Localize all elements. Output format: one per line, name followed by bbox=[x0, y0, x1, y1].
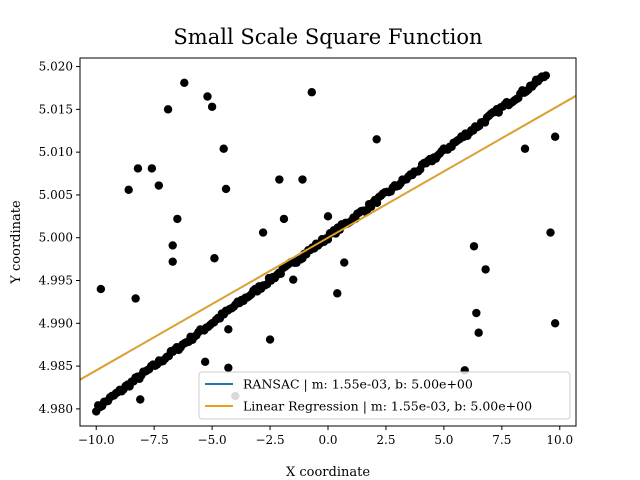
outlier-point bbox=[200, 357, 210, 367]
outlier-point bbox=[219, 144, 228, 153]
points-layer bbox=[92, 71, 560, 416]
y-tick-label: 5.005 bbox=[39, 188, 73, 202]
outlier-point bbox=[168, 257, 177, 266]
outlier-point bbox=[323, 212, 333, 221]
x-tick-label: −2.5 bbox=[255, 433, 284, 447]
outlier-point bbox=[136, 395, 145, 404]
y-axis: 4.980 4.985 4.990 4.995 5.000 5.005 5.010 5.015… bbox=[39, 60, 80, 416]
outlier-point bbox=[168, 241, 177, 250]
legend: RANSAC | m: 1.55e-03, b: 5.00e+00 Linear… bbox=[198, 371, 571, 420]
linear-regression-line bbox=[80, 94, 576, 381]
legend-label-linear-regression: Linear Regression | m: 1.55e-03, b: 5.00… bbox=[243, 399, 532, 414]
outlier-point bbox=[372, 135, 381, 144]
data-point bbox=[541, 71, 551, 80]
outlier-point bbox=[163, 105, 173, 114]
outlier-point bbox=[550, 319, 560, 328]
x-tick-label: −7.5 bbox=[140, 433, 169, 447]
legend-box bbox=[198, 371, 571, 420]
y-tick-label: 4.990 bbox=[39, 316, 73, 330]
y-tick-label: 5.015 bbox=[39, 102, 73, 116]
x-tick-label: −10.0 bbox=[78, 433, 115, 447]
y-tick-label: 4.980 bbox=[39, 402, 73, 416]
x-tick-label: 0.0 bbox=[318, 433, 337, 447]
outlier-point bbox=[154, 181, 163, 190]
outlier-point bbox=[265, 335, 275, 344]
outlier-point bbox=[131, 294, 140, 303]
outlier-point bbox=[279, 214, 289, 224]
outlier-point bbox=[298, 175, 307, 184]
outlier-point bbox=[147, 164, 157, 173]
outlier-point bbox=[133, 164, 143, 173]
outlier-point bbox=[469, 242, 479, 251]
outlier-point bbox=[520, 144, 530, 153]
y-tick-label: 5.010 bbox=[39, 145, 73, 159]
y-axis-label: Y coordinate bbox=[9, 200, 24, 285]
outlier-point bbox=[224, 325, 233, 334]
outlier-point bbox=[203, 92, 212, 101]
x-tick-label: −5.0 bbox=[198, 433, 227, 447]
y-tick-label: 4.995 bbox=[39, 274, 73, 288]
x-tick-label: 10.0 bbox=[546, 433, 573, 447]
x-tick-label: 5.0 bbox=[434, 433, 453, 447]
outlier-point bbox=[307, 88, 316, 97]
x-tick-label: 7.5 bbox=[492, 433, 511, 447]
y-tick-label: 5.000 bbox=[39, 231, 73, 245]
outlier-point bbox=[289, 275, 298, 284]
outlier-point bbox=[224, 363, 233, 372]
outlier-point bbox=[275, 175, 284, 184]
x-tick-label: 2.5 bbox=[376, 433, 395, 447]
outlier-point bbox=[173, 214, 182, 224]
legend-label-ransac: RANSAC | m: 1.55e-03, b: 5.00e+00 bbox=[243, 377, 473, 392]
outlier-point bbox=[474, 328, 483, 337]
y-tick-label: 4.985 bbox=[39, 359, 73, 373]
outlier-point bbox=[550, 132, 560, 141]
chart-title: Small Scale Square Function bbox=[173, 25, 482, 49]
y-tick-label: 5.020 bbox=[39, 60, 73, 74]
outlier-point bbox=[472, 308, 481, 318]
outlier-point bbox=[340, 258, 349, 267]
outlier-point bbox=[258, 228, 268, 237]
x-axis: −10.0 −7.5 −5.0 −2.5 0.0 2.5 5.0 7.5 10.0 bbox=[78, 426, 573, 447]
x-axis-label: X coordinate bbox=[286, 465, 370, 480]
outlier-point bbox=[124, 185, 133, 194]
outlier-point bbox=[207, 102, 217, 111]
outlier-point bbox=[210, 254, 219, 263]
outlier-point bbox=[96, 284, 106, 294]
outlier-point bbox=[221, 184, 231, 194]
lines-layer bbox=[80, 94, 576, 381]
outlier-point bbox=[481, 265, 490, 274]
outlier-point bbox=[333, 289, 342, 298]
outlier-point bbox=[180, 78, 189, 88]
outlier-point bbox=[546, 228, 555, 237]
